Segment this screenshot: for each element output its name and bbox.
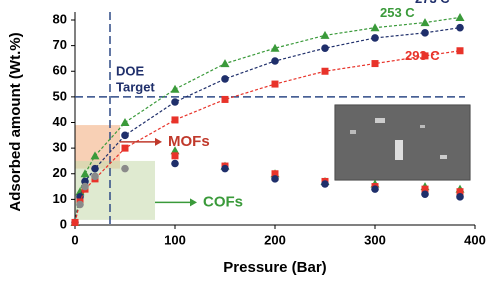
point xyxy=(421,185,429,193)
x-tick-label: 200 xyxy=(264,232,286,247)
point xyxy=(221,75,229,83)
point xyxy=(270,43,280,52)
point xyxy=(170,84,180,93)
point xyxy=(421,190,429,199)
x-tick-label: 100 xyxy=(164,232,186,247)
x-axis-label: Pressure (Bar) xyxy=(223,259,326,276)
point xyxy=(371,60,379,68)
point xyxy=(455,12,465,21)
point xyxy=(271,175,279,183)
y-tick-label: 40 xyxy=(53,114,67,129)
point xyxy=(271,80,279,88)
y-axis-label: Adsorbed amount (Wt.%) xyxy=(7,32,24,211)
x-tick-label: 400 xyxy=(464,232,486,247)
point xyxy=(320,30,330,39)
region-label: COFs xyxy=(203,193,243,210)
y-tick-label: 10 xyxy=(53,191,67,206)
inset-particle xyxy=(375,118,385,123)
series-label: 253 C xyxy=(380,5,415,20)
x-tick-label: 300 xyxy=(364,232,386,247)
point xyxy=(221,164,229,173)
point xyxy=(91,164,99,173)
point xyxy=(171,159,179,168)
point xyxy=(271,57,279,65)
inset-particle xyxy=(440,155,447,159)
point xyxy=(171,152,179,160)
target-label: Target xyxy=(116,79,155,94)
inset-particle xyxy=(395,140,403,160)
point xyxy=(221,95,229,103)
y-tick-label: 30 xyxy=(53,140,67,155)
point xyxy=(456,188,464,196)
series-label: 293 C xyxy=(405,48,440,63)
point xyxy=(91,172,99,181)
point xyxy=(271,170,279,178)
y-tick-label: 70 xyxy=(53,37,67,52)
point xyxy=(371,185,379,193)
x-tick-label: 0 xyxy=(71,232,78,247)
point xyxy=(220,59,230,68)
point xyxy=(421,52,429,60)
y-tick-label: 50 xyxy=(53,88,67,103)
point xyxy=(80,169,90,178)
target-label: DOE xyxy=(116,63,145,78)
point xyxy=(321,44,329,52)
sem-inset xyxy=(334,104,471,181)
point xyxy=(421,29,429,37)
region-arrowhead xyxy=(155,137,162,146)
point xyxy=(171,116,179,124)
y-tick-label: 60 xyxy=(53,63,67,78)
series-label: 273 C xyxy=(415,0,450,6)
y-tick-label: 80 xyxy=(53,11,67,26)
y-tick-label: 20 xyxy=(53,165,67,180)
point xyxy=(121,144,129,152)
point xyxy=(75,187,85,196)
inset-image xyxy=(334,104,471,181)
inset-particle xyxy=(350,130,356,134)
point xyxy=(121,164,129,173)
region-arrowhead xyxy=(190,198,197,207)
point xyxy=(456,193,464,201)
point xyxy=(76,200,84,209)
point xyxy=(171,98,179,106)
point xyxy=(90,151,100,160)
point xyxy=(170,146,180,155)
point xyxy=(370,23,380,32)
point xyxy=(456,23,464,32)
y-tick-label: 0 xyxy=(60,216,67,231)
point xyxy=(71,218,79,226)
point xyxy=(321,180,329,188)
point xyxy=(321,67,329,75)
region-label: MOFs xyxy=(168,133,210,150)
point xyxy=(121,131,129,140)
inset-particle xyxy=(420,125,425,128)
series-line xyxy=(74,27,461,223)
point xyxy=(371,34,379,42)
point xyxy=(456,47,464,55)
point xyxy=(81,182,89,191)
point xyxy=(120,118,130,126)
point xyxy=(420,18,430,27)
